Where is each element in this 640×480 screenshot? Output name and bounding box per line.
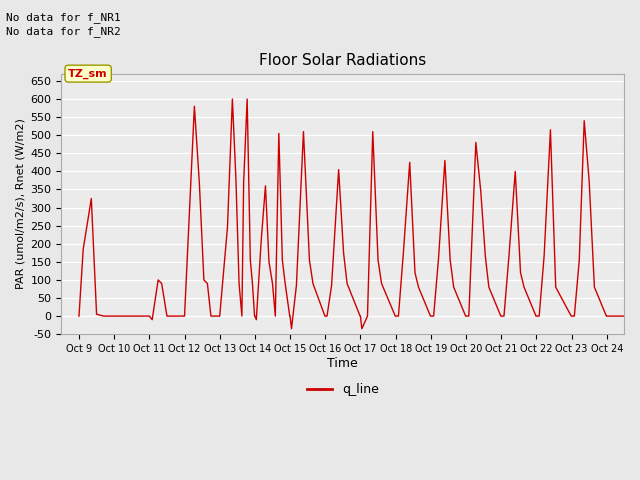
Y-axis label: PAR (umol/m2/s), Rnet (W/m2): PAR (umol/m2/s), Rnet (W/m2) xyxy=(15,119,25,289)
Text: TZ_sm: TZ_sm xyxy=(68,69,108,79)
Text: No data for f_NR2: No data for f_NR2 xyxy=(6,26,121,37)
Legend: q_line: q_line xyxy=(302,378,384,401)
Text: No data for f_NR1: No data for f_NR1 xyxy=(6,12,121,23)
X-axis label: Time: Time xyxy=(328,357,358,370)
Title: Floor Solar Radiations: Floor Solar Radiations xyxy=(259,53,426,68)
